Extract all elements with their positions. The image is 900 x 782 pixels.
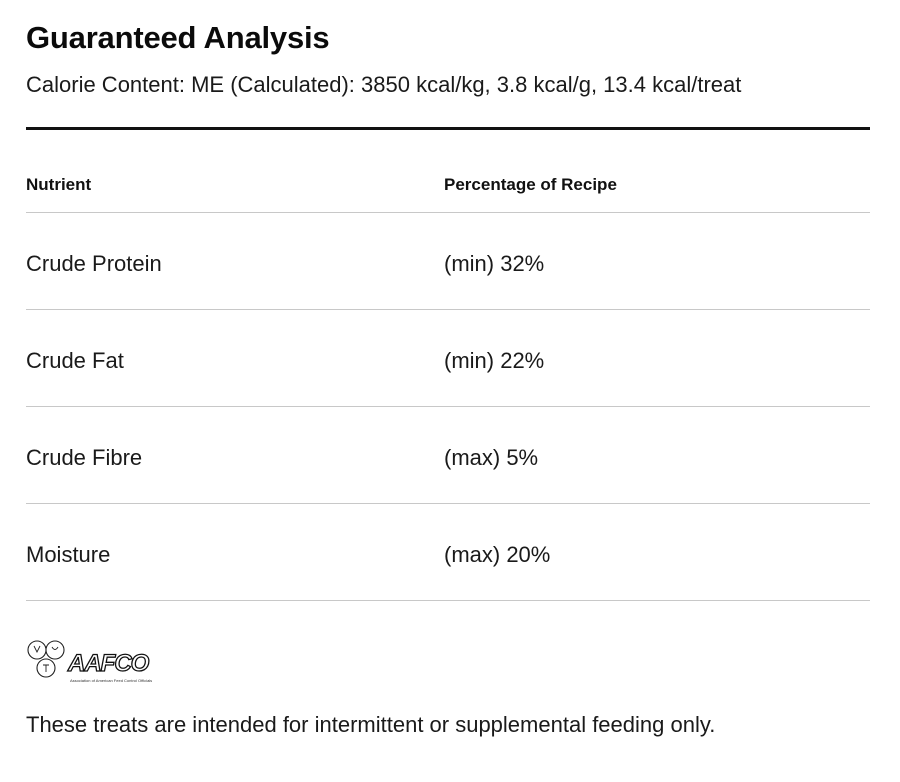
calorie-content: Calorie Content: ME (Calculated): 3850 k… xyxy=(26,72,742,97)
analysis-table: Nutrient Percentage of Recipe Crude Prot… xyxy=(26,130,870,601)
nutrient-cell: Crude Fibre xyxy=(26,445,143,470)
column-header-nutrient: Nutrient xyxy=(26,175,92,194)
percentage-cell: (min) 22% xyxy=(444,348,545,373)
feeding-footnote: These treats are intended for intermitte… xyxy=(26,712,716,737)
aafco-wordmark: AAFCO xyxy=(67,650,150,677)
aafco-seal-icon xyxy=(27,640,65,678)
table-header: Nutrient Percentage of Recipe xyxy=(26,130,870,213)
percentage-cell: (max) 20% xyxy=(444,542,551,567)
nutrient-cell: Crude Fat xyxy=(26,348,124,373)
aafco-logo: AAFCO Association of American Feed Contr… xyxy=(27,640,152,683)
table-row: Crude Fibre (max) 5% xyxy=(26,407,870,504)
column-header-percentage: Percentage of Recipe xyxy=(444,175,617,194)
table-row: Moisture (max) 20% xyxy=(26,504,870,601)
section-divider xyxy=(26,127,870,130)
percentage-cell: (min) 32% xyxy=(444,251,545,276)
nutrient-cell: Moisture xyxy=(26,542,111,567)
page-title: Guaranteed Analysis xyxy=(26,20,330,55)
percentage-cell: (max) 5% xyxy=(444,445,539,470)
table-row: Crude Fat (min) 22% xyxy=(26,310,870,407)
aafco-tagline: Association of American Feed Control Off… xyxy=(70,678,152,683)
nutrient-cell: Crude Protein xyxy=(26,251,162,276)
table-row: Crude Protein (min) 32% xyxy=(26,213,870,310)
